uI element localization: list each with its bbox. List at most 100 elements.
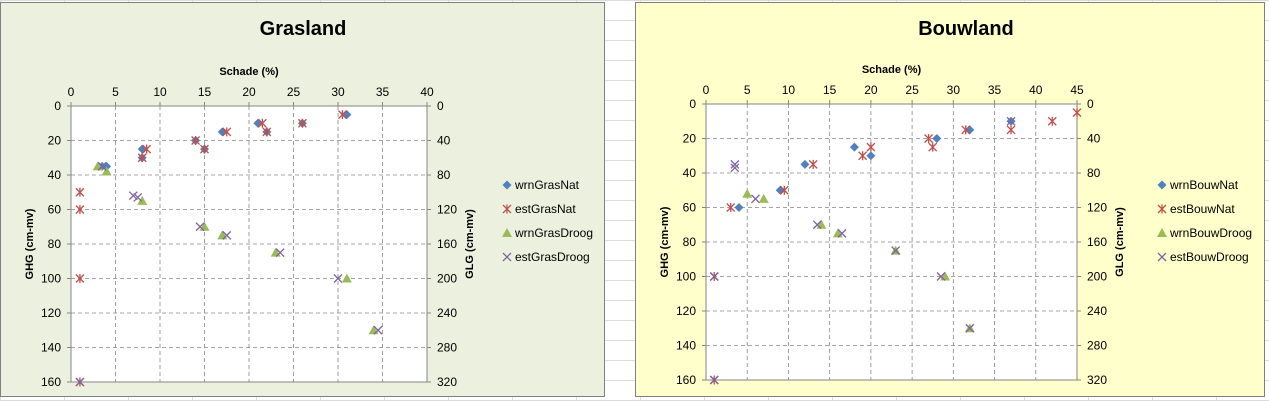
data-point <box>726 203 736 212</box>
series-estGrasDroog <box>75 161 383 387</box>
legend-marker <box>1157 180 1167 190</box>
chart-title: Bouwland <box>918 18 1014 40</box>
x-tick-label: 40 <box>1029 83 1043 97</box>
data-point <box>341 273 352 283</box>
y-tick-label: 140 <box>676 339 696 353</box>
y2-tick-label: 0 <box>437 99 444 113</box>
y-tick-label: 140 <box>41 341 61 355</box>
legend-marker <box>502 204 512 214</box>
y-tick-label: 80 <box>48 237 62 251</box>
y2-tick-label: 160 <box>437 237 457 251</box>
data-point <box>101 166 112 176</box>
y2-tick-label: 80 <box>1087 166 1101 180</box>
y-tick-label: 160 <box>676 373 696 387</box>
data-point <box>800 159 810 169</box>
data-point <box>932 134 942 143</box>
y-tick-label: 60 <box>48 203 62 217</box>
data-point <box>751 194 760 204</box>
data-point <box>200 144 209 154</box>
legend-label: estBouwDroog <box>1170 250 1249 264</box>
y-tick-label: 160 <box>41 375 61 389</box>
legend-marker <box>1157 252 1167 262</box>
y2-tick-label: 160 <box>1087 235 1107 249</box>
data-point <box>137 153 147 163</box>
chart-grasland[interactable]: 0 5 10 15 20 25 30 35 40 0 20 40 60 80 100 120 140 160 0 40… <box>0 2 605 397</box>
data-point <box>195 222 205 232</box>
x-tick-label: 20 <box>864 83 878 97</box>
data-point <box>858 151 868 161</box>
data-point <box>75 377 85 387</box>
x-tick-label: 0 <box>703 83 710 97</box>
y-tick-label: 80 <box>683 235 697 249</box>
y2-tick-label: 0 <box>1087 97 1094 111</box>
y-tick-label: 0 <box>54 99 61 113</box>
legend-marker <box>1157 204 1167 214</box>
data-point <box>1072 108 1082 118</box>
x-tick-label: 10 <box>782 83 796 97</box>
data-point <box>709 272 719 281</box>
x-tick-label: 0 <box>68 85 75 99</box>
y2-tick-label: 200 <box>437 272 457 286</box>
data-point <box>75 274 85 283</box>
data-point <box>730 163 740 173</box>
y-tick-label: 100 <box>676 270 696 284</box>
y2-tick-label: 40 <box>1087 132 1101 146</box>
chart-title: Grasland <box>260 18 347 40</box>
legend-label: wrnBouwDroog <box>1169 226 1252 240</box>
data-point <box>734 203 744 212</box>
data-point <box>222 127 232 137</box>
legend-label: estBouwNat <box>1170 202 1235 216</box>
x-tick-label: 10 <box>153 85 167 99</box>
y-tick-label: 60 <box>683 201 697 215</box>
legend-label: wrnGrasDroog <box>514 226 593 240</box>
y-tick-label: 40 <box>48 168 62 182</box>
data-point <box>961 125 971 135</box>
data-point <box>775 185 785 195</box>
x-tick-label: 35 <box>988 83 1002 97</box>
data-point <box>924 134 934 143</box>
y2-tick-label: 120 <box>437 203 457 217</box>
chart-bouwland[interactable]: 0 5 10 15 20 25 30 35 40 45 0 20 40 60 80 100 120 140 160 0… <box>635 2 1265 397</box>
data-point <box>1047 116 1057 126</box>
data-point <box>97 161 107 171</box>
data-point <box>133 192 143 202</box>
y2-tick-label: 320 <box>1087 373 1107 387</box>
data-point <box>965 323 975 333</box>
data-point <box>730 159 740 169</box>
legend-label: estGrasNat <box>515 202 576 216</box>
data-point <box>373 325 383 335</box>
legend-marker <box>502 228 512 237</box>
chart-bouwland-svg: 0 5 10 15 20 25 30 35 40 450204060801001201401600… <box>636 3 1264 396</box>
data-point <box>262 127 272 137</box>
x-tick-label: 5 <box>112 85 119 99</box>
data-point <box>257 118 267 128</box>
legend-marker <box>502 180 512 190</box>
y-tick-label: 100 <box>41 272 61 286</box>
series-estBouwDroog <box>709 116 1016 385</box>
data-point <box>808 159 818 169</box>
y-tick-label: 40 <box>683 166 697 180</box>
y2-tick-label: 240 <box>437 306 457 320</box>
y-tick-label: 0 <box>689 97 696 111</box>
data-point <box>222 230 232 240</box>
data-point <box>812 220 822 230</box>
data-point <box>866 151 876 161</box>
legend-marker <box>1157 228 1167 237</box>
x-tick-label: 30 <box>947 83 961 97</box>
x-tick-label: 35 <box>376 85 390 99</box>
x-tick-label: 40 <box>420 85 434 99</box>
data-point <box>936 272 946 281</box>
x-tick-label: 45 <box>1070 83 1084 97</box>
data-point <box>849 142 859 152</box>
data-point <box>275 248 285 258</box>
data-point <box>928 142 938 152</box>
data-point <box>742 188 753 198</box>
y2-tick-label: 80 <box>437 168 451 182</box>
y2-tick-label: 320 <box>437 375 457 389</box>
y-axis-title: GHG (cm-mv) <box>659 206 671 277</box>
y2-tick-label: 120 <box>1087 201 1107 215</box>
x-tick-label: 25 <box>905 83 919 97</box>
legend-label: wrnGrasNat <box>514 178 580 192</box>
data-point <box>1006 116 1016 126</box>
legend-label: wrnBouwNat <box>1169 178 1239 192</box>
